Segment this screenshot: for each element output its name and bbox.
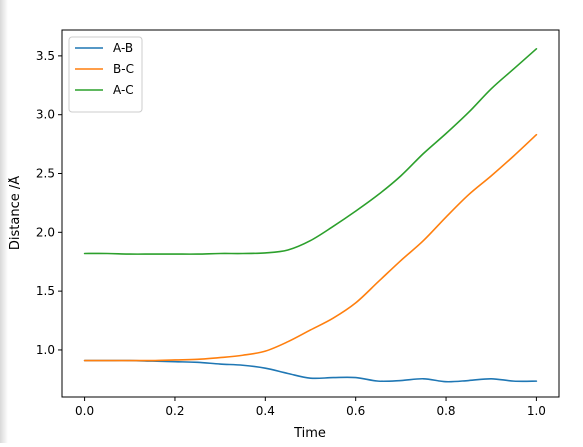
legend-label: B-C [113,62,134,76]
series-line-1 [83,133,538,362]
y-tick-label: 3.5 [36,49,55,63]
y-tick-label: 1.0 [36,343,55,357]
x-axis-ticks: 0.0 0.2 0.4 0.6 0.8 1.0 [75,397,546,418]
series-layer [83,48,538,383]
legend: A-B B-C A-C [68,36,143,113]
x-tick-label: 0.2 [165,404,184,418]
x-tick-label: 1.0 [527,404,546,418]
series-line-0 [83,359,538,383]
legend-box [68,36,143,113]
x-tick-label: 0.6 [346,404,365,418]
x-tick-label: 0.8 [436,404,455,418]
x-axis-label: Time [293,426,326,441]
x-tick-label: 0.4 [256,404,275,418]
y-tick-label: 1.5 [36,284,55,298]
legend-label: A-C [113,83,134,97]
legend-label: A-B [113,41,133,55]
y-tick-label: 3.0 [36,108,55,122]
y-tick-label: 2.5 [36,167,55,181]
window-edge-shadow [0,0,8,443]
plot-area [62,30,559,397]
y-tick-label: 2.0 [36,225,55,239]
axes-frame [61,29,560,398]
series-line-2 [83,48,538,255]
x-tick-label: 0.0 [75,404,94,418]
y-axis-label: Distance /Å [7,176,23,250]
y-axis-ticks: 1.0 1.5 2.0 2.5 3.0 3.5 [36,49,62,357]
